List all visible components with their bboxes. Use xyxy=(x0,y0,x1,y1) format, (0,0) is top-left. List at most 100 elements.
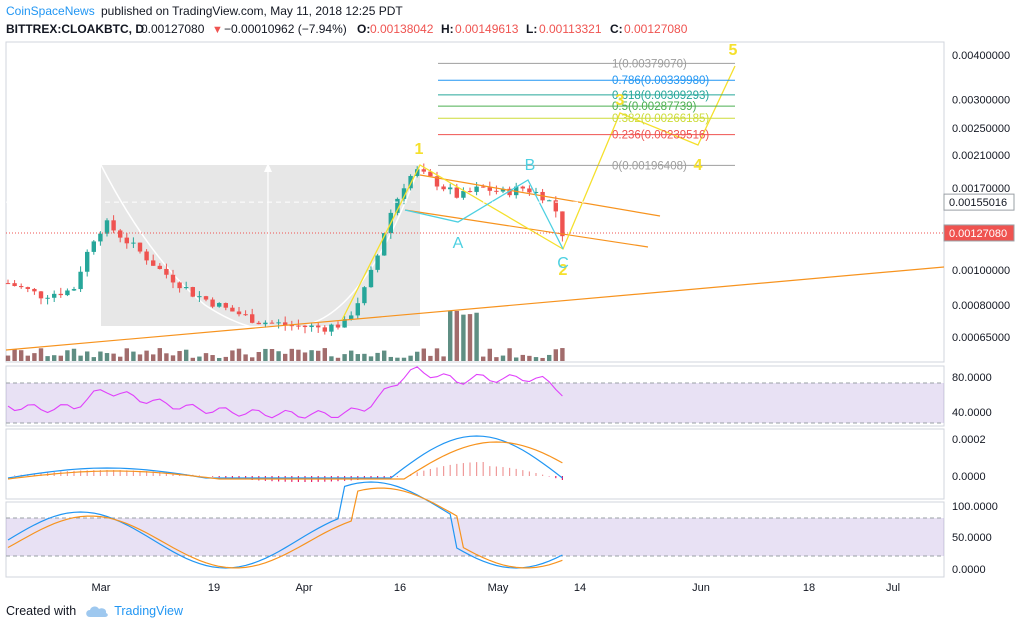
indicator-tick-label: 50.0000 xyxy=(952,532,992,544)
candle-body xyxy=(164,268,169,275)
volume-bar xyxy=(289,348,294,361)
candle-body xyxy=(415,169,420,176)
volume-bar xyxy=(533,357,539,361)
candle-body xyxy=(533,191,539,193)
volume-bar xyxy=(454,310,459,361)
price-axis[interactable]: 0.00400000 0.00300000 0.00250000 0.00210000… xyxy=(952,50,1010,344)
price-pane[interactable]: 1(0.00379070) 0.786(0.00339980) 0.618(0.00… xyxy=(5,41,1015,363)
symbol-label: BITTREX:CLOAKBTC, D xyxy=(6,22,144,36)
volume-bar xyxy=(329,356,334,361)
candle-body xyxy=(329,324,334,332)
candle-body xyxy=(322,327,327,332)
candle-body xyxy=(401,188,407,199)
time-tick-label: Apr xyxy=(295,582,312,594)
candle-body xyxy=(316,325,321,328)
price-tick-label: 0.00400000 xyxy=(952,50,1010,62)
candle-body xyxy=(131,242,136,244)
volume-bar xyxy=(190,357,195,361)
candle-body xyxy=(382,233,387,256)
time-tick-label: Mar xyxy=(92,582,111,594)
publisher-name[interactable]: CoinSpaceNews xyxy=(6,4,95,18)
volume-bar xyxy=(45,356,50,361)
wave-label-5: 5 xyxy=(729,42,738,59)
cup-region xyxy=(101,165,420,326)
volume-bar xyxy=(151,354,156,361)
candles xyxy=(5,163,565,336)
pattern-label-C: C xyxy=(557,255,569,272)
volume-bar xyxy=(349,350,354,361)
volume-bar xyxy=(395,357,400,361)
candle-body xyxy=(296,325,301,327)
wave-label-4: 4 xyxy=(694,157,703,174)
fib-level-label: 0.786(0.00339980) xyxy=(612,75,709,87)
candle-body xyxy=(362,287,367,304)
candle-body xyxy=(78,271,83,290)
created-with-label: Created with xyxy=(6,604,77,618)
time-tick-label: 16 xyxy=(394,582,406,594)
candle-body xyxy=(137,242,143,252)
fib-level-label: 0.382(0.00266185) xyxy=(612,113,709,125)
candle-body xyxy=(454,187,459,198)
candle-body xyxy=(58,293,63,296)
price-tick-label: 0.00210000 xyxy=(952,150,1010,162)
volume-bar xyxy=(5,355,11,361)
volume-bar xyxy=(157,348,162,361)
macd-pane[interactable] xyxy=(5,428,945,500)
candle-body xyxy=(170,274,176,283)
candle-body xyxy=(368,269,374,288)
volume-bar xyxy=(197,356,202,361)
candle-body xyxy=(184,287,189,289)
close-value: 0.00127080 xyxy=(624,22,688,36)
rsi-pane[interactable] xyxy=(5,365,945,427)
published-text: published on TradingView.com, May 11, 20… xyxy=(101,4,403,18)
volume-bar xyxy=(316,350,321,361)
tradingview-cloud-icon xyxy=(86,606,108,617)
fibonacci-levels: 1(0.00379070) 0.786(0.00339980) 0.618(0.00… xyxy=(438,58,735,172)
candle-body xyxy=(302,325,308,328)
volume-bar xyxy=(71,348,77,361)
stoch-rsi-pane[interactable] xyxy=(5,481,945,578)
candle-body xyxy=(276,322,281,324)
rsi-axis: 80.0000 40.0000 xyxy=(952,372,992,419)
candle-body xyxy=(203,296,209,300)
candle-body xyxy=(428,171,433,177)
volume-bar xyxy=(487,348,492,361)
volume-bar xyxy=(401,357,407,361)
tradingview-link[interactable]: TradingView xyxy=(114,604,183,618)
time-axis[interactable]: Mar 19 Apr 16 May 14 Jun 18 Jul xyxy=(92,582,901,594)
volume-bar xyxy=(85,351,90,361)
pattern-labels: A B C xyxy=(453,157,569,272)
candle-body xyxy=(71,289,77,291)
candle-body xyxy=(520,186,525,189)
fib-level-label: 0.236(0.00239516) xyxy=(612,130,709,142)
candle-body xyxy=(85,251,90,272)
volume-bar xyxy=(342,354,347,361)
candle-body xyxy=(151,260,156,266)
candle-body xyxy=(157,265,162,269)
indicator-tick-label: 0.0000 xyxy=(952,471,986,483)
candle-body xyxy=(487,187,492,191)
last-price: 0.00127080 xyxy=(141,22,205,36)
abc-pattern-path xyxy=(404,179,564,250)
volume-bar xyxy=(296,349,301,361)
time-tick-label: Jun xyxy=(692,582,710,594)
price-tick-label: 0.00065000 xyxy=(952,332,1010,344)
volume-bar xyxy=(19,350,24,361)
volume-bar xyxy=(527,355,532,361)
candle-body xyxy=(560,211,565,237)
candle-body xyxy=(52,293,57,298)
candle-body xyxy=(210,299,215,307)
candle-body xyxy=(461,191,466,198)
arrow-head-icon xyxy=(264,163,272,172)
channel-lower-line xyxy=(404,209,649,248)
volume-bar xyxy=(256,351,261,361)
candle-body xyxy=(197,296,202,298)
volume-bar xyxy=(408,355,413,361)
candle-body xyxy=(45,297,50,299)
price-tick-label: 0.00170000 xyxy=(952,183,1010,195)
volume-bar xyxy=(283,353,288,361)
indicator-tick-label: 100.0000 xyxy=(952,501,998,513)
volume-bar xyxy=(210,355,215,361)
candle-body xyxy=(177,282,182,289)
